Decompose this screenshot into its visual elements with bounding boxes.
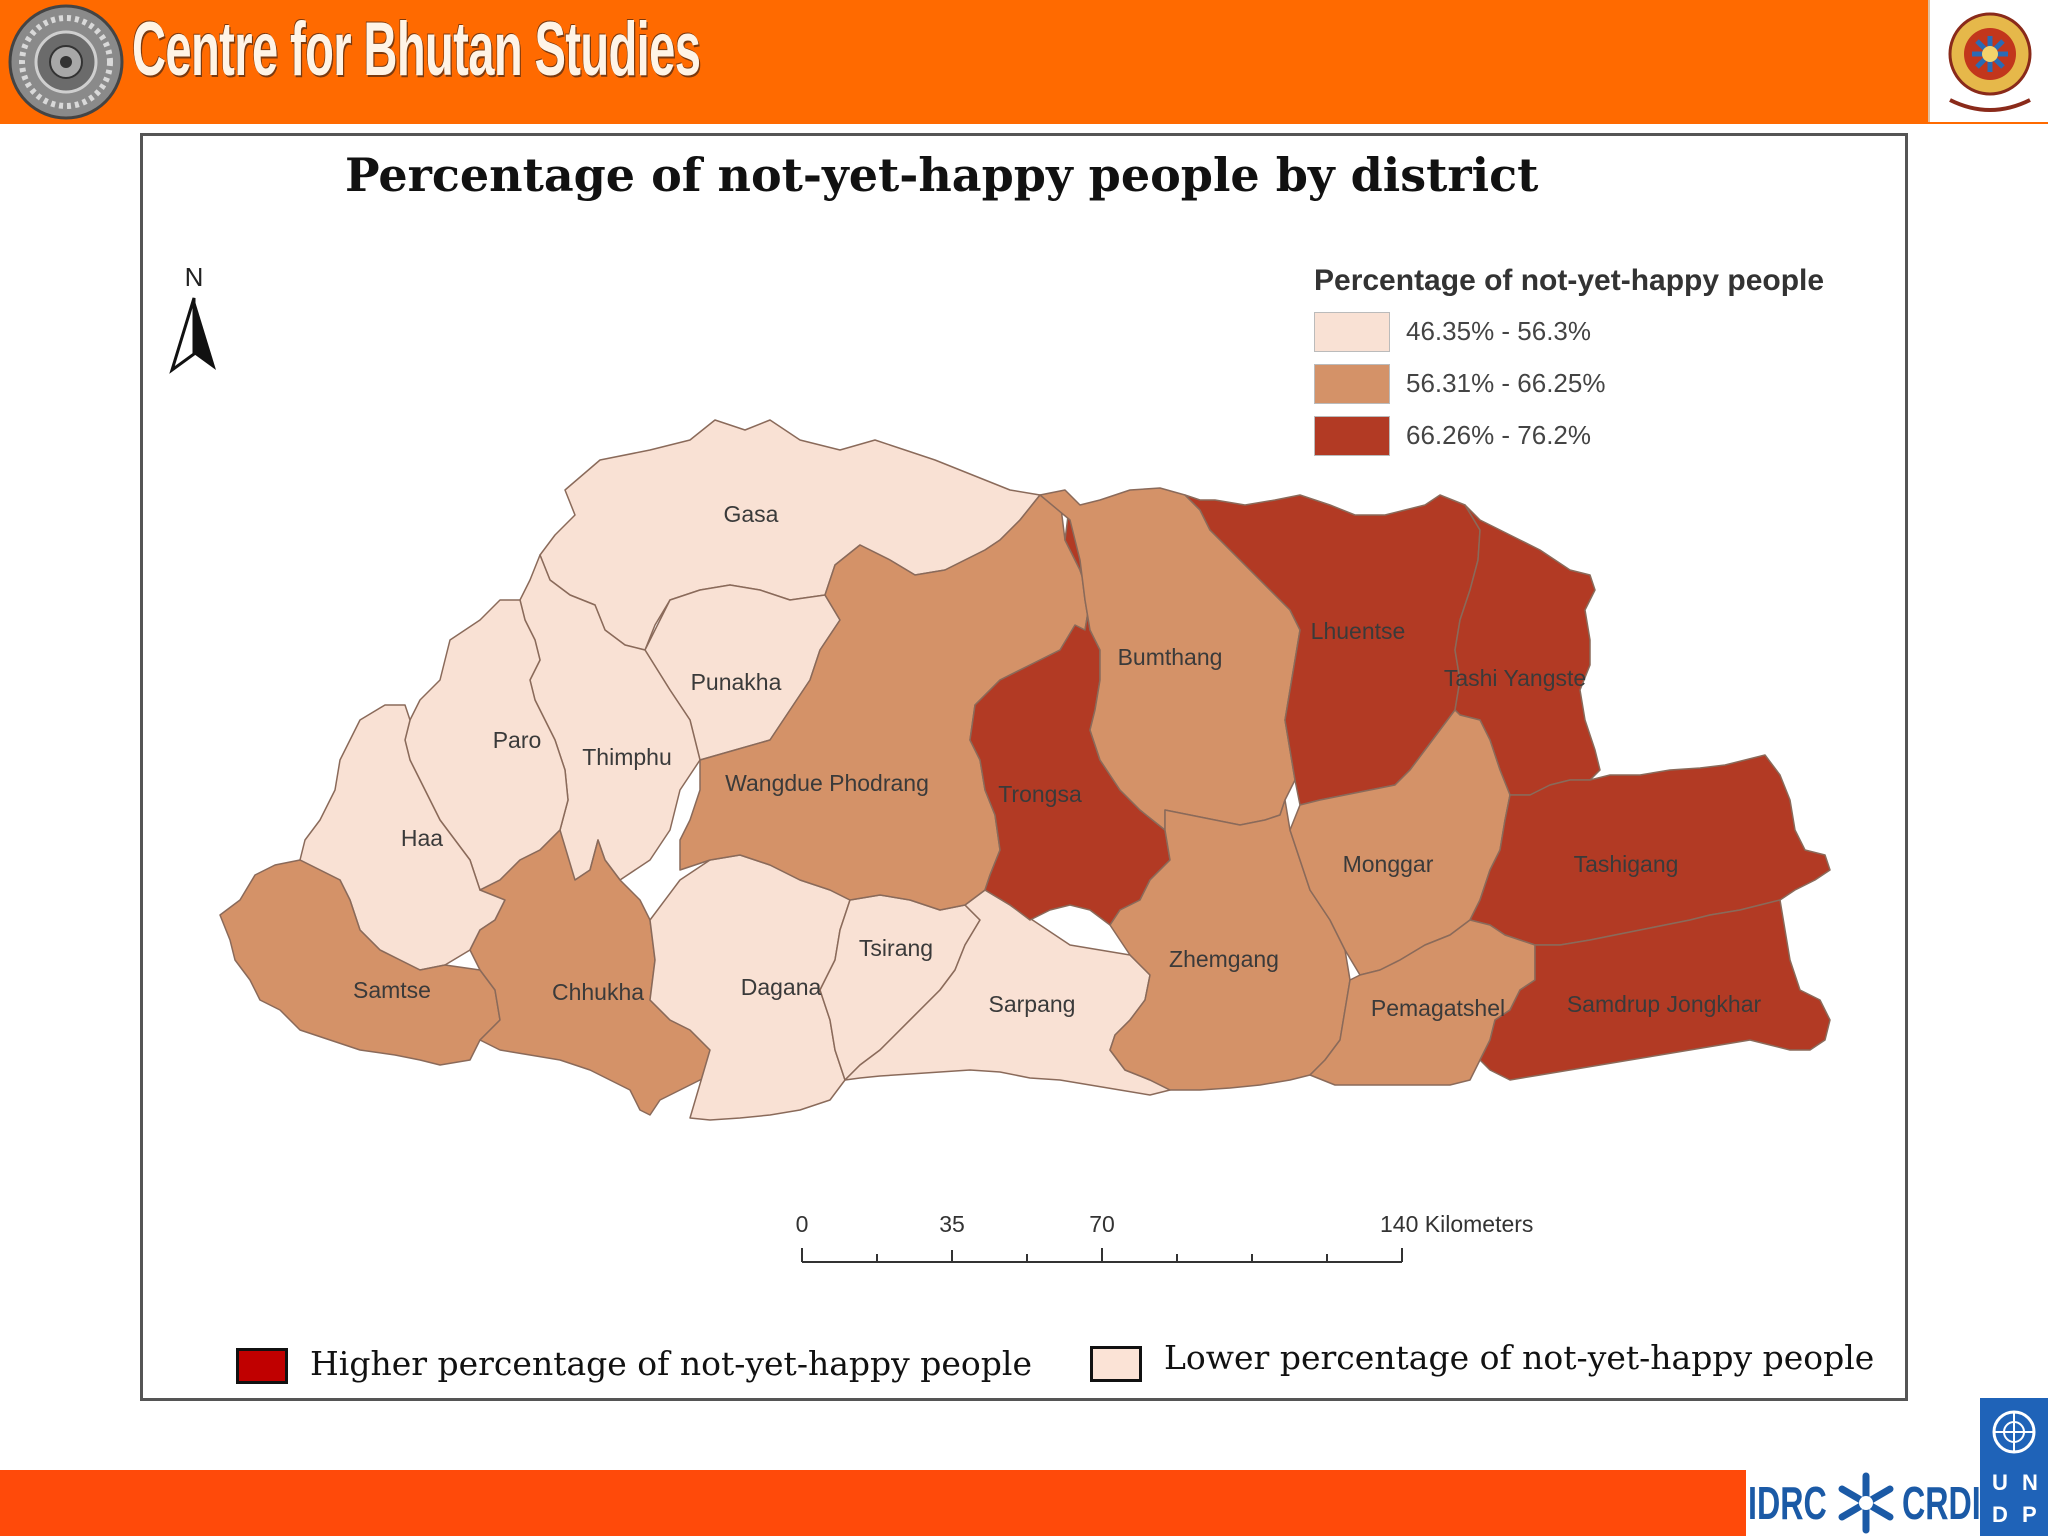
undp-letter: U: [1992, 1470, 2008, 1495]
legend-label: 56.31% - 66.25%: [1406, 368, 1606, 398]
label-dagana: Dagana: [741, 974, 822, 1000]
org-title: Centre for Bhutan Studies: [132, 7, 701, 92]
key-swatch-higher: [236, 1348, 288, 1384]
north-arrow-icon: N: [169, 262, 216, 374]
key-swatch-lower: [1090, 1346, 1142, 1382]
scale-tick-label: 0: [796, 1211, 809, 1237]
label-wangdue: Wangdue Phodrang: [725, 770, 929, 796]
un-emblem-icon: [1992, 1410, 2036, 1454]
legend-swatch-mid: [1314, 364, 1390, 404]
label-samdrup: Samdrup Jongkhar: [1567, 991, 1762, 1017]
label-haa: Haa: [401, 825, 443, 851]
idrc-label: IDRC: [1748, 1477, 1827, 1529]
north-label: N: [185, 262, 204, 292]
label-thimphu: Thimphu: [582, 744, 671, 770]
undp-letter: D: [1992, 1502, 2008, 1527]
label-pemagatshel: Pemagatshel: [1371, 995, 1505, 1021]
idrc-star-icon: [1838, 1472, 1894, 1534]
label-trongsa: Trongsa: [998, 781, 1082, 807]
undp-letter: N: [2022, 1470, 2038, 1495]
label-punakha: Punakha: [691, 669, 782, 695]
undp-logo: U N D P: [1980, 1398, 2048, 1536]
header-bar: [0, 0, 2048, 124]
district-labels: Gasa Punakha Paro Thimphu Haa Samtse Chh…: [353, 501, 1761, 1021]
emblem-container: [1928, 0, 2048, 122]
district-sarpang[interactable]: [844, 889, 1171, 1096]
label-bumthang: Bumthang: [1118, 644, 1223, 670]
key-label-lower: Lower percentage of not-yet-happy people: [1164, 1338, 1875, 1377]
dharma-wheel-icon: [8, 4, 124, 120]
label-zhemgang: Zhemgang: [1169, 946, 1279, 972]
legend-title: Percentage of not-yet-happy people: [1314, 264, 1825, 297]
legend-swatch-high: [1314, 416, 1390, 456]
label-chhukha: Chhukha: [552, 979, 644, 1005]
district-chhukha[interactable]: [469, 829, 721, 1116]
district-samdrup[interactable]: [1479, 899, 1831, 1081]
legend-swatch-low: [1314, 312, 1390, 352]
scale-tick-label: 35: [939, 1211, 965, 1237]
scale-tick-label: 140 Kilometers: [1380, 1211, 1533, 1237]
label-tsirang: Tsirang: [859, 935, 933, 961]
label-tashiyangtse: Tashi Yangste: [1444, 665, 1586, 691]
label-tashigang: Tashigang: [1574, 851, 1679, 877]
undp-letter: P: [2022, 1502, 2037, 1527]
legend-label: 66.26% - 76.2%: [1406, 420, 1592, 450]
label-samtse: Samtse: [353, 977, 431, 1003]
map-title: Percentage of not-yet-happy people by di…: [345, 148, 1539, 202]
label-paro: Paro: [493, 727, 542, 753]
label-monggar: Monggar: [1343, 851, 1434, 877]
label-lhuentse: Lhuentse: [1311, 618, 1406, 644]
key-label-higher: Higher percentage of not-yet-happy peopl…: [310, 1344, 1033, 1383]
scale-tick-label: 70: [1089, 1211, 1115, 1237]
legend-label: 46.35% - 56.3%: [1406, 316, 1592, 346]
bhutan-emblem-icon: [1948, 12, 2032, 112]
crdi-label: CRDI: [1902, 1477, 1981, 1529]
label-gasa: Gasa: [724, 501, 779, 527]
label-sarpang: Sarpang: [989, 991, 1076, 1017]
footer-bar: [0, 1470, 1746, 1536]
scale-bar: [801, 1248, 1403, 1263]
